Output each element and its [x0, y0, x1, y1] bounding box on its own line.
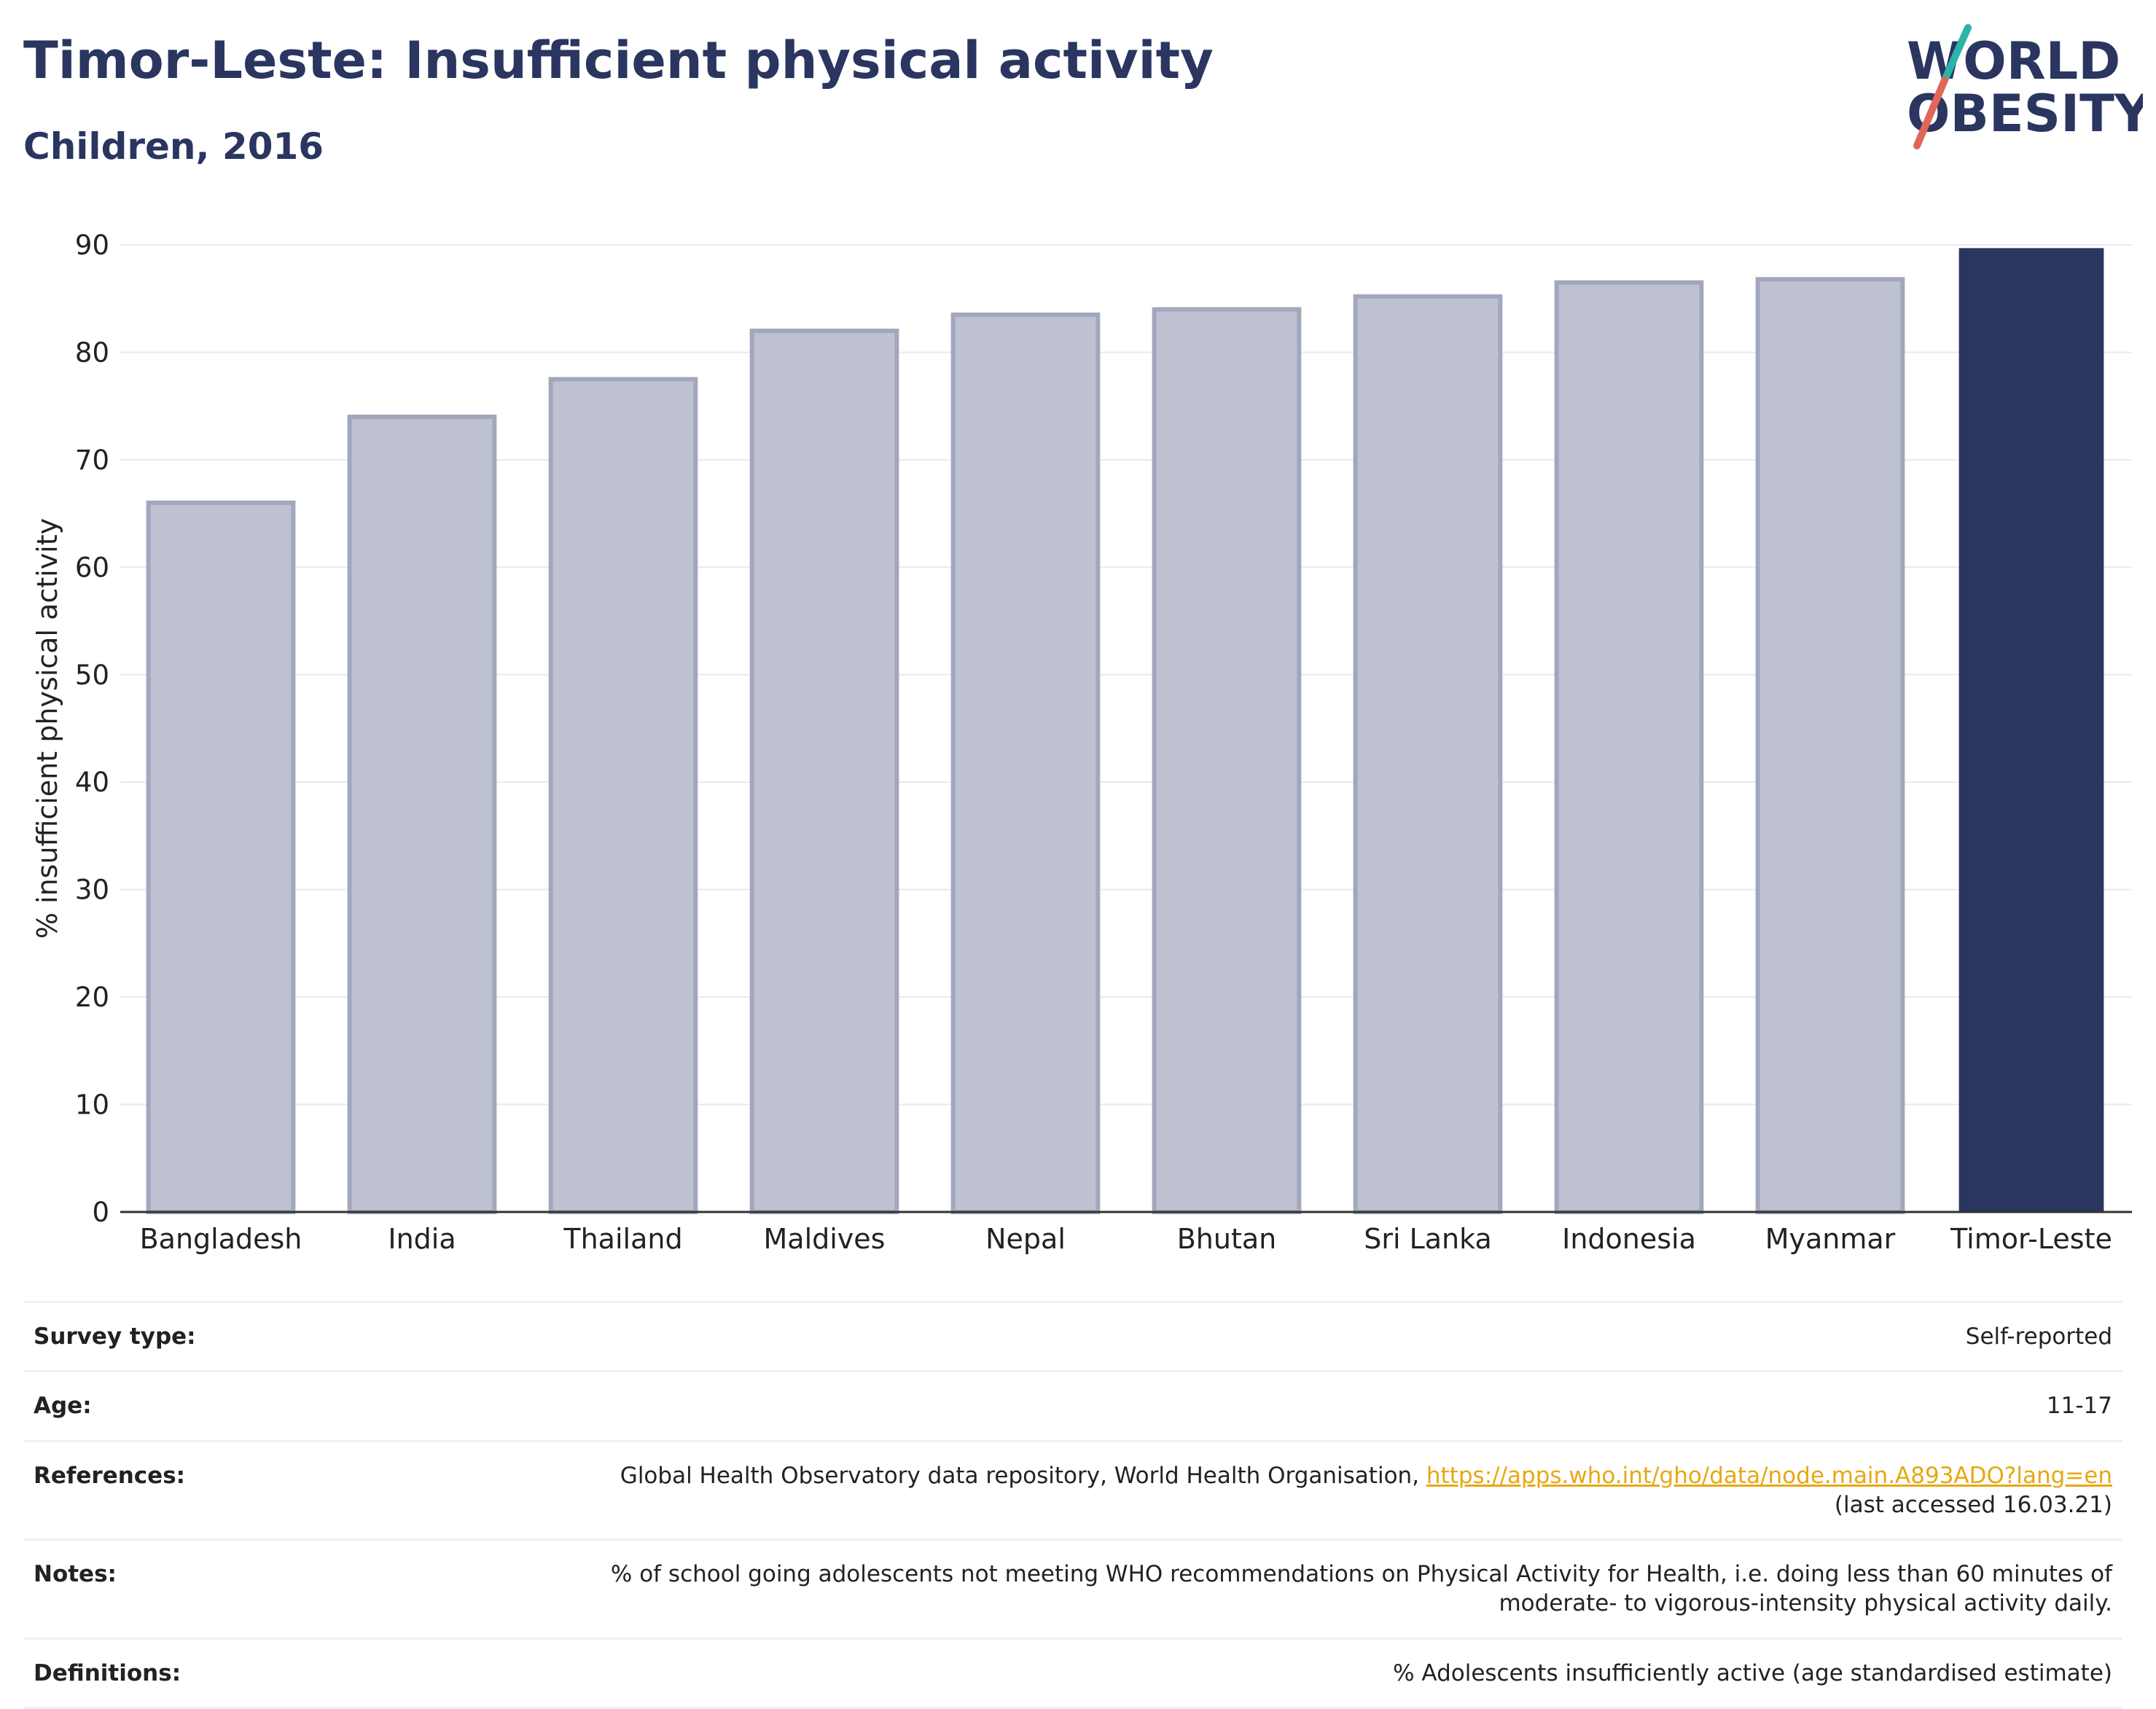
bar-bhutan — [1152, 307, 1302, 1214]
world-obesity-logo: WORLD OBESITY — [1907, 24, 2143, 149]
info-row-notes: Notes: % of school going adolescents not… — [23, 1538, 2122, 1638]
references-accessed: (last accessed 16.03.21) — [1834, 1491, 2112, 1518]
x-tick-label: India — [388, 1223, 456, 1255]
x-tick-label: Maldives — [764, 1223, 886, 1255]
definitions-label: Definitions: — [34, 1659, 181, 1686]
bar-chart: 0 10 20 30 40 50 60 70 80 90 Bangladesh India Thail… — [31, 230, 2132, 1255]
bar-sri-lanka — [1353, 294, 1503, 1215]
y-tick-label: 40 — [75, 767, 109, 798]
notes-line1: % of school going adolescents not meetin… — [610, 1561, 2112, 1588]
definitions-value: % Adolescents insufficiently active (age… — [1393, 1659, 2112, 1686]
bar-bangladesh — [146, 500, 296, 1214]
info-row-references: References: Global Health Observatory da… — [23, 1439, 2122, 1539]
y-tick-label: 90 — [75, 230, 109, 261]
bar-nepal — [950, 312, 1101, 1215]
chart-title: Timor-Leste: Insufficient physical activ… — [23, 31, 1214, 90]
x-tick-label: Bangladesh — [140, 1223, 302, 1255]
survey-type-value: Self-reported — [1965, 1323, 2112, 1350]
y-axis-title: % insufficient physical activity — [31, 518, 63, 939]
notes-line2: moderate- to vigorous-intensity physical… — [1499, 1590, 2112, 1617]
y-tick-label: 80 — [75, 337, 109, 368]
bar-myanmar — [1755, 277, 1905, 1214]
y-tick-label: 20 — [75, 982, 109, 1013]
info-row-survey-type: Survey type: Self-reported — [23, 1301, 2122, 1370]
y-tick-label: 10 — [75, 1090, 109, 1121]
bar-indonesia — [1554, 280, 1704, 1214]
notes-label: Notes: — [34, 1561, 117, 1588]
y-tick-label: 70 — [75, 445, 109, 476]
bar-maldives — [749, 328, 899, 1214]
x-tick-label: Nepal — [985, 1223, 1066, 1255]
x-tick-label: Indonesia — [1562, 1223, 1696, 1255]
y-tick-label: 60 — [75, 552, 109, 583]
survey-type-label: Survey type: — [34, 1323, 196, 1350]
info-row-definitions: Definitions: % Adolescents insufficientl… — [23, 1637, 2122, 1709]
y-tick-label: 0 — [92, 1197, 109, 1228]
logo-slash-bottom — [1913, 77, 1948, 149]
references-text: Global Health Observatory data repositor… — [620, 1462, 1426, 1489]
bars — [146, 248, 2104, 1215]
logo-line2: OBESITY — [1907, 84, 2143, 144]
info-row-age: Age: 11-17 — [23, 1370, 2122, 1439]
info-table: Survey type: Self-reported Age: 11-17 Re… — [23, 1301, 2122, 1709]
notes-value: % of school going adolescents not meetin… — [611, 1560, 2112, 1619]
bar-timor-leste — [1958, 248, 2104, 1212]
y-tick-label: 50 — [75, 660, 109, 691]
x-tick-label: Bhutan — [1177, 1223, 1277, 1255]
bar-india — [347, 414, 497, 1214]
references-label: References: — [34, 1462, 186, 1489]
references-value: Global Health Observatory data repositor… — [620, 1461, 2112, 1520]
x-tick-label: Thailand — [563, 1223, 682, 1255]
age-label: Age: — [34, 1393, 92, 1420]
age-value: 11-17 — [2046, 1393, 2112, 1420]
logo-slash-top — [1941, 24, 1972, 84]
y-tick-label: 30 — [75, 875, 109, 906]
x-tick-label: Sri Lanka — [1364, 1223, 1492, 1255]
x-tick-label: Timor-Leste — [1950, 1223, 2112, 1255]
x-tick-label: Myanmar — [1765, 1223, 1896, 1255]
y-axis-ticks: 0 10 20 30 40 50 60 70 80 90 — [75, 230, 109, 1228]
x-axis-labels: Bangladesh India Thailand Maldives Nepal Bhut… — [140, 1223, 2112, 1255]
references-link[interactable]: https://apps.who.int/gho/data/node.main.… — [1426, 1462, 2112, 1489]
bar-thailand — [548, 377, 698, 1214]
chart-subtitle: Children, 2016 — [23, 125, 324, 168]
